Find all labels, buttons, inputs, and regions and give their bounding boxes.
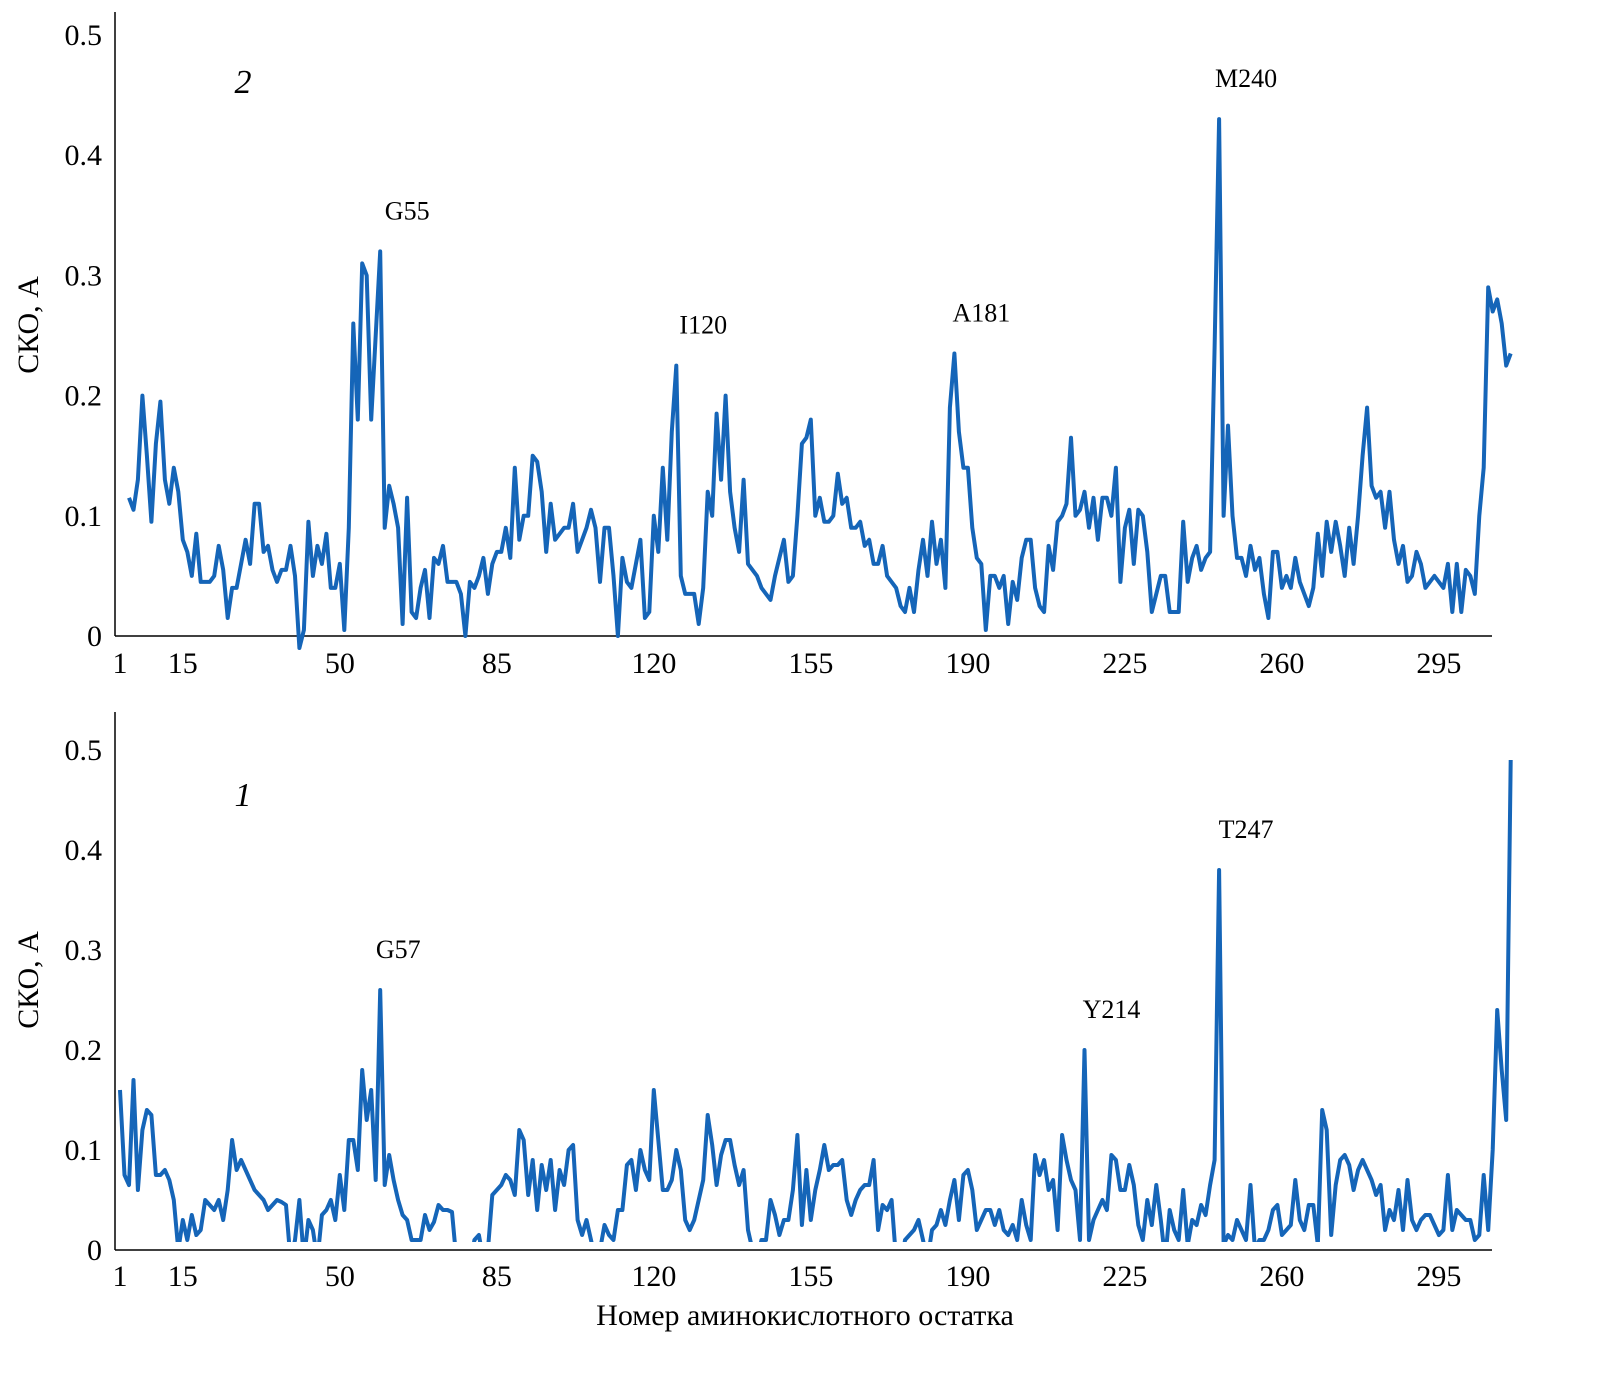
x-tick-label: 85 [482,647,512,680]
peak-annotation: M240 [1215,64,1277,93]
x-tick-label: 85 [482,1260,512,1293]
y-axis-title: СКО, А [12,276,45,374]
x-tick-label: 15 [168,1260,198,1293]
x-tick-label: 1 [113,1260,128,1293]
y-tick-label: 0.3 [65,259,103,292]
x-tick-label: 155 [788,647,833,680]
panel-2-chart: 0 0.1 0.2 0.3 0.4 0.5 1 15 50 85 120 155 190 225 260 29… [12,12,1513,680]
peak-annotation: G55 [385,196,430,225]
x-tick-label: 295 [1416,1260,1461,1293]
x-tick-label: 225 [1102,647,1147,680]
x-tick-label: 50 [325,647,355,680]
y-tick-label: 0.1 [65,500,103,533]
x-tick-label: 295 [1416,647,1461,680]
x-tick-label: 190 [945,647,990,680]
peak-annotation: T247 [1219,815,1274,844]
y-tick-label: 0 [87,1234,102,1267]
y-tick-label: 0.5 [65,19,103,52]
peak-annotation: I120 [679,311,727,340]
x-tick-label: 190 [945,1260,990,1293]
panel-label: 1 [235,777,252,814]
x-tick-label: 120 [631,647,676,680]
peak-annotation: Y214 [1083,995,1141,1024]
x-tick-label: 225 [1102,1260,1147,1293]
panel-1-chart: 0 0.1 0.2 0.3 0.4 0.5 1 15 50 85 120 155 190 225 260 29… [12,712,1513,1293]
x-tick-label: 50 [325,1260,355,1293]
y-axis-title: СКО, А [12,931,45,1029]
y-tick-label: 0.5 [65,734,103,767]
peak-annotation: A181 [953,299,1011,328]
rmsd-series-line [127,117,1513,650]
rmsd-series-line [118,759,1513,1242]
x-tick-label: 15 [168,647,198,680]
x-tick-label: 260 [1259,647,1304,680]
x-tick-label: 260 [1259,1260,1304,1293]
y-tick-label: 0.1 [65,1134,103,1167]
x-tick-label: 155 [788,1260,833,1293]
peak-annotation: G57 [376,935,421,964]
y-tick-label: 0.2 [65,380,103,413]
y-tick-label: 0.4 [65,139,103,172]
y-tick-label: 0.4 [65,834,103,867]
y-tick-label: 0.3 [65,934,103,967]
x-tick-label: 1 [113,647,128,680]
panel-label: 2 [235,64,252,101]
y-tick-label: 0 [87,620,102,653]
x-axis-title: Номер аминокислотного остатка [596,1299,1014,1332]
x-tick-label: 120 [631,1260,676,1293]
y-tick-label: 0.2 [65,1034,103,1067]
